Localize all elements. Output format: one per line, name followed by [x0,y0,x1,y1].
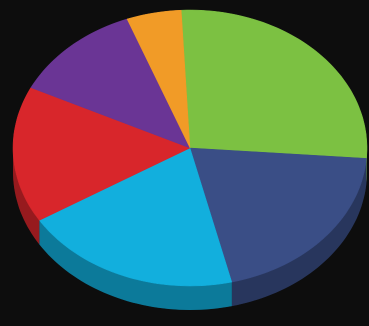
slice [30,18,191,149]
slice-side [39,220,232,310]
slice [126,9,191,149]
slice-side [231,158,367,307]
slice-side-shade [231,158,367,307]
slice-side-shade [39,220,232,310]
slice-side [13,148,40,245]
slice [12,87,191,221]
slice [38,147,233,287]
slice-side-shade [13,148,40,245]
slice [189,147,367,283]
slice [180,9,368,159]
